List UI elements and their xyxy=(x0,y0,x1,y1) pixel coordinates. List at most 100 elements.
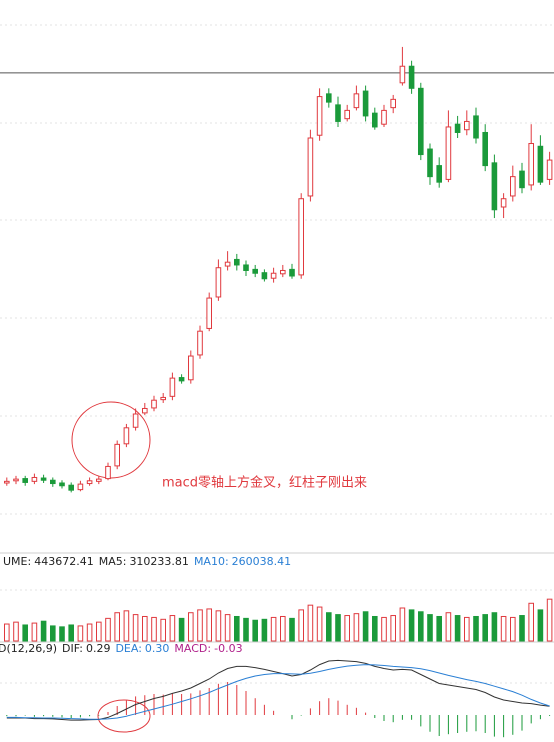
volume-bar xyxy=(362,611,369,642)
volume-bar xyxy=(123,610,130,642)
legend-name: MACD: xyxy=(174,642,211,655)
legend-value: -0.03 xyxy=(214,642,242,655)
candle-body xyxy=(537,145,544,183)
candle-body xyxy=(353,93,360,109)
candle-body xyxy=(105,465,111,480)
candle-body xyxy=(491,162,498,211)
candle-body xyxy=(454,123,461,133)
candle-body xyxy=(270,272,277,279)
legend-value: 260038.41 xyxy=(232,555,292,568)
candle-body xyxy=(13,478,19,482)
volume-bar xyxy=(289,617,295,642)
macd-line xyxy=(6,659,550,721)
volume-bar xyxy=(537,609,544,642)
volume-bar xyxy=(169,615,176,642)
legend-name: UME: xyxy=(3,555,31,568)
volume-bar xyxy=(178,617,185,642)
candle-body xyxy=(519,170,525,189)
volume-bar xyxy=(316,606,323,642)
candle-body xyxy=(316,96,323,136)
volume-bar xyxy=(234,615,240,642)
volume-bar xyxy=(261,618,268,642)
volume-bar xyxy=(427,614,433,642)
volume-bar xyxy=(482,614,488,642)
candle-body xyxy=(280,269,286,275)
candle-body xyxy=(510,176,516,197)
volume-bar xyxy=(408,609,415,642)
candle-body xyxy=(31,476,38,482)
candle-body xyxy=(344,109,350,120)
volume-bar xyxy=(105,617,111,642)
volume-bar xyxy=(399,607,406,642)
candle-body xyxy=(362,90,369,117)
volume-bar xyxy=(224,614,231,642)
volume-legend: UME: 443672.41 MA5: 310233.81 MA10: 260038.41 xyxy=(3,555,291,568)
annotation: macd零轴上方金叉，红柱子刚出来 xyxy=(162,475,367,491)
candle-body xyxy=(132,413,139,428)
volume-bar xyxy=(546,598,553,642)
candle-body xyxy=(206,297,212,329)
candle-body xyxy=(59,482,65,487)
candle-body xyxy=(473,115,479,139)
legend-name: MA10: xyxy=(194,555,229,568)
candle-body xyxy=(169,377,176,397)
candle-body xyxy=(188,355,194,381)
volume-bar xyxy=(252,619,258,642)
volume-bar xyxy=(96,621,102,642)
volume-bar xyxy=(50,625,56,642)
candle-body xyxy=(50,479,56,485)
candle-body xyxy=(178,377,185,382)
volume-bar xyxy=(215,610,222,642)
candle-body xyxy=(445,126,452,180)
candle-body xyxy=(234,258,240,266)
candle-body xyxy=(68,484,75,491)
candle-body xyxy=(261,272,268,280)
legend-value: 310233.81 xyxy=(129,555,189,568)
volume-bar xyxy=(418,611,424,642)
volume-bar xyxy=(142,615,148,642)
volume-bar xyxy=(197,609,203,642)
volume-bar xyxy=(206,608,212,642)
volume-bar xyxy=(4,623,10,642)
volume-bar xyxy=(445,612,452,642)
volume-bar xyxy=(390,615,396,642)
candle-body xyxy=(289,268,295,277)
candle-body xyxy=(418,87,424,156)
candle-body xyxy=(114,443,121,467)
candle-body xyxy=(215,267,222,298)
volume-bar xyxy=(151,616,157,642)
candle-body xyxy=(77,483,84,491)
candle-body xyxy=(326,93,332,103)
macd-line xyxy=(6,664,550,720)
candle-body xyxy=(408,65,415,89)
candle-body xyxy=(243,264,249,271)
volume-bar xyxy=(381,616,387,642)
candle-body xyxy=(390,98,396,109)
macd-legend: D(12,26,9) DIF: 0.29 DEA: 0.30 MACD: -0.03 xyxy=(0,642,243,655)
layout-grid xyxy=(0,24,554,684)
volume-bar xyxy=(270,616,277,642)
candle-body xyxy=(86,480,93,485)
volume-bar xyxy=(13,621,19,642)
volume-bar xyxy=(335,614,341,642)
legend-name: DEA: xyxy=(115,642,141,655)
volume-bar xyxy=(40,620,47,642)
volume-bar xyxy=(298,609,304,642)
volume-bar xyxy=(307,604,314,642)
volume-bar xyxy=(464,616,470,642)
candle-body xyxy=(528,143,535,186)
candle-body xyxy=(436,165,442,183)
candle-body xyxy=(427,148,433,178)
volume-bar xyxy=(114,612,121,642)
volume-bar xyxy=(491,612,498,642)
candle-body xyxy=(160,396,166,401)
candle-body xyxy=(464,120,470,131)
candle-body xyxy=(399,65,406,84)
volume-bar xyxy=(436,615,442,642)
volume-bar xyxy=(86,623,93,642)
candle-body xyxy=(40,477,47,481)
volume-bar xyxy=(22,624,28,642)
candle-body xyxy=(252,268,258,274)
volume-bar xyxy=(473,615,479,642)
